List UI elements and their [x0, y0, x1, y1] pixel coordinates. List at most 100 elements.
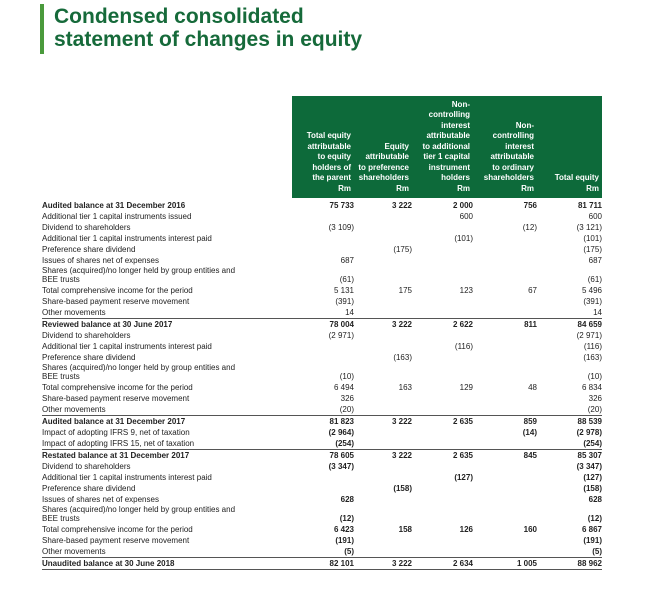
row-value: 2 634 — [452, 559, 473, 568]
row-value: (191) — [335, 536, 354, 545]
row-value: 78 605 — [329, 451, 354, 460]
row-value: (12) — [522, 223, 537, 232]
table-row: Share-based payment reserve movement 326 3… — [42, 393, 602, 404]
row-value: 326 — [340, 394, 354, 403]
row-label: Share-based payment reserve movement — [42, 394, 190, 403]
row-value: (2 971) — [576, 331, 602, 340]
row-value: 3 222 — [391, 201, 412, 210]
row-value: (12) — [587, 514, 602, 523]
table-row: Dividend to shareholders (2 971) (2 971) — [42, 330, 602, 341]
row-label: Impact of adopting IFRS 15, net of taxat… — [42, 439, 195, 448]
row-value: 2 635 — [452, 417, 473, 426]
table-header-background — [292, 96, 602, 198]
row-label: Share-based payment reserve movement — [42, 536, 190, 545]
row-label: Additional tier 1 capital instruments in… — [42, 342, 212, 351]
row-label: Preference share dividend — [42, 353, 136, 362]
row-value: (254) — [335, 439, 354, 448]
row-value: 2 000 — [452, 201, 473, 210]
table-row: Additional tier 1 capital instruments is… — [42, 211, 602, 222]
row-label: Other movements — [42, 308, 106, 317]
row-value: (3 347) — [328, 462, 354, 471]
column-header-nci-tier1: Non- controlling interest attributable t… — [422, 99, 470, 193]
row-value: (5) — [592, 547, 602, 556]
row-value: 84 659 — [577, 320, 602, 329]
row-label: Restated balance at 31 December 2017 — [42, 451, 190, 460]
table-row: Preference share dividend (158) (158) — [42, 483, 602, 494]
row-value: 88 962 — [577, 559, 602, 568]
row-label: Audited balance at 31 December 2016 — [42, 201, 186, 210]
row-value: (158) — [393, 484, 412, 493]
row-label: Shares (acquired)/no longer held by grou… — [42, 505, 236, 523]
row-value: 14 — [593, 308, 602, 317]
table-row: Restated balance at 31 December 2017 78 6… — [42, 449, 602, 461]
row-label: Dividend to shareholders — [42, 223, 131, 232]
row-value: (391) — [335, 297, 354, 306]
table-row: Additional tier 1 capital instruments in… — [42, 233, 602, 244]
row-value: 88 539 — [577, 417, 602, 426]
table-row: Impact of adopting IFRS 15, net of taxat… — [42, 438, 602, 449]
row-value: 160 — [523, 525, 537, 534]
row-value: 628 — [588, 495, 602, 504]
row-value: (14) — [522, 428, 537, 437]
row-label: Shares (acquired)/no longer held by grou… — [42, 266, 236, 284]
row-value: (3 347) — [576, 462, 602, 471]
row-value: 78 004 — [329, 320, 354, 329]
row-label: Additional tier 1 capital instruments in… — [42, 473, 212, 482]
title-accent-bar — [40, 4, 44, 54]
row-value: 129 — [459, 383, 473, 392]
row-label: Preference share dividend — [42, 245, 136, 254]
row-value: (61) — [339, 275, 354, 284]
row-value: 3 222 — [391, 417, 412, 426]
table-row: Total comprehensive income for the perio… — [42, 524, 602, 535]
row-value: 126 — [459, 525, 473, 534]
row-label: Shares (acquired)/no longer held by grou… — [42, 363, 236, 381]
row-label: Total comprehensive income for the perio… — [42, 286, 193, 295]
row-value: (175) — [393, 245, 412, 254]
row-label: Reviewed balance at 30 June 2017 — [42, 320, 173, 329]
row-value: 845 — [523, 451, 537, 460]
row-value: 5 131 — [333, 286, 354, 295]
row-value: 859 — [523, 417, 537, 426]
row-value: (391) — [583, 297, 602, 306]
row-value: (2 971) — [328, 331, 354, 340]
table-row: Issues of shares net of expenses 628 628 — [42, 494, 602, 505]
row-value: 326 — [588, 394, 602, 403]
row-value: 6 494 — [333, 383, 354, 392]
row-value: 687 — [340, 256, 354, 265]
row-value: (158) — [583, 484, 602, 493]
table-row: Preference share dividend (163) (163) — [42, 352, 602, 363]
row-value: 48 — [528, 383, 537, 392]
table-row: Total comprehensive income for the perio… — [42, 382, 602, 393]
row-value: 81 823 — [329, 417, 354, 426]
table-row: Unaudited balance at 30 June 2018 82 101 3… — [42, 557, 602, 570]
table-row: Shares (acquired)/no longer held by grou… — [42, 363, 602, 382]
table-row: Issues of shares net of expenses 687 687 — [42, 255, 602, 266]
row-value: 3 222 — [391, 320, 412, 329]
row-value: 3 222 — [391, 559, 412, 568]
page-title: Condensed consolidated statement of chan… — [54, 5, 362, 51]
row-value: 67 — [528, 286, 537, 295]
row-label: Dividend to shareholders — [42, 462, 131, 471]
row-value: (5) — [344, 547, 354, 556]
row-value: 600 — [459, 212, 473, 221]
column-header-nci-ordinary: Non- controlling interest attributable t… — [483, 120, 534, 193]
column-header-total-equity: Total equity Rm — [554, 173, 599, 193]
row-label: Other movements — [42, 547, 106, 556]
row-label: Additional tier 1 capital instruments in… — [42, 234, 212, 243]
row-value: 2 622 — [452, 320, 473, 329]
row-value: (175) — [583, 245, 602, 254]
table-row: Share-based payment reserve movement (391… — [42, 296, 602, 307]
row-label: Unaudited balance at 30 June 2018 — [42, 559, 175, 568]
row-value: 5 496 — [581, 286, 602, 295]
row-value: (101) — [454, 234, 473, 243]
row-value: (10) — [339, 372, 354, 381]
row-label: Issues of shares net of expenses — [42, 256, 159, 265]
row-value: 628 — [340, 495, 354, 504]
row-label: Total comprehensive income for the perio… — [42, 525, 193, 534]
row-value: 82 101 — [329, 559, 354, 568]
row-value: (20) — [587, 405, 602, 414]
table-row: Audited balance at 31 December 2017 81 82… — [42, 415, 602, 427]
row-value: 6 834 — [581, 383, 602, 392]
table-row: Dividend to shareholders (3 109) (12) (3 12… — [42, 222, 602, 233]
row-value: 6 867 — [581, 525, 602, 534]
